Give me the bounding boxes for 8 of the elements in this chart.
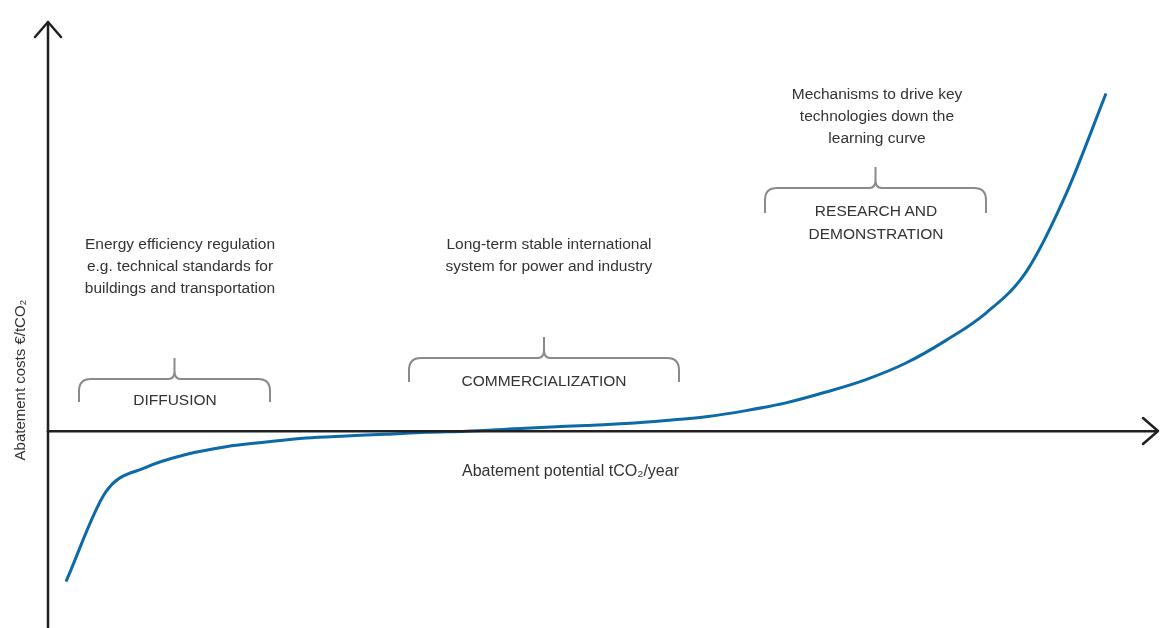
annotation: Energy efficiency regulation e.g. technical standards for buildings and transportation	[83, 234, 277, 298]
annotation: RESEARCH AND DEMONSTRATION	[807, 201, 945, 244]
annotation: DIFFUSION	[132, 390, 218, 410]
annotation: Long-term stable international system for power and industry	[444, 234, 654, 276]
x-axis-title: Abatement potential tCO₂/year	[462, 462, 679, 480]
annotation: Mechanisms to drive key technologies down the learning curve	[790, 84, 964, 148]
y-axis-title: Abatement costs €/tCO₂	[10, 299, 28, 461]
annotation: COMMERCIALIZATION	[460, 371, 628, 391]
